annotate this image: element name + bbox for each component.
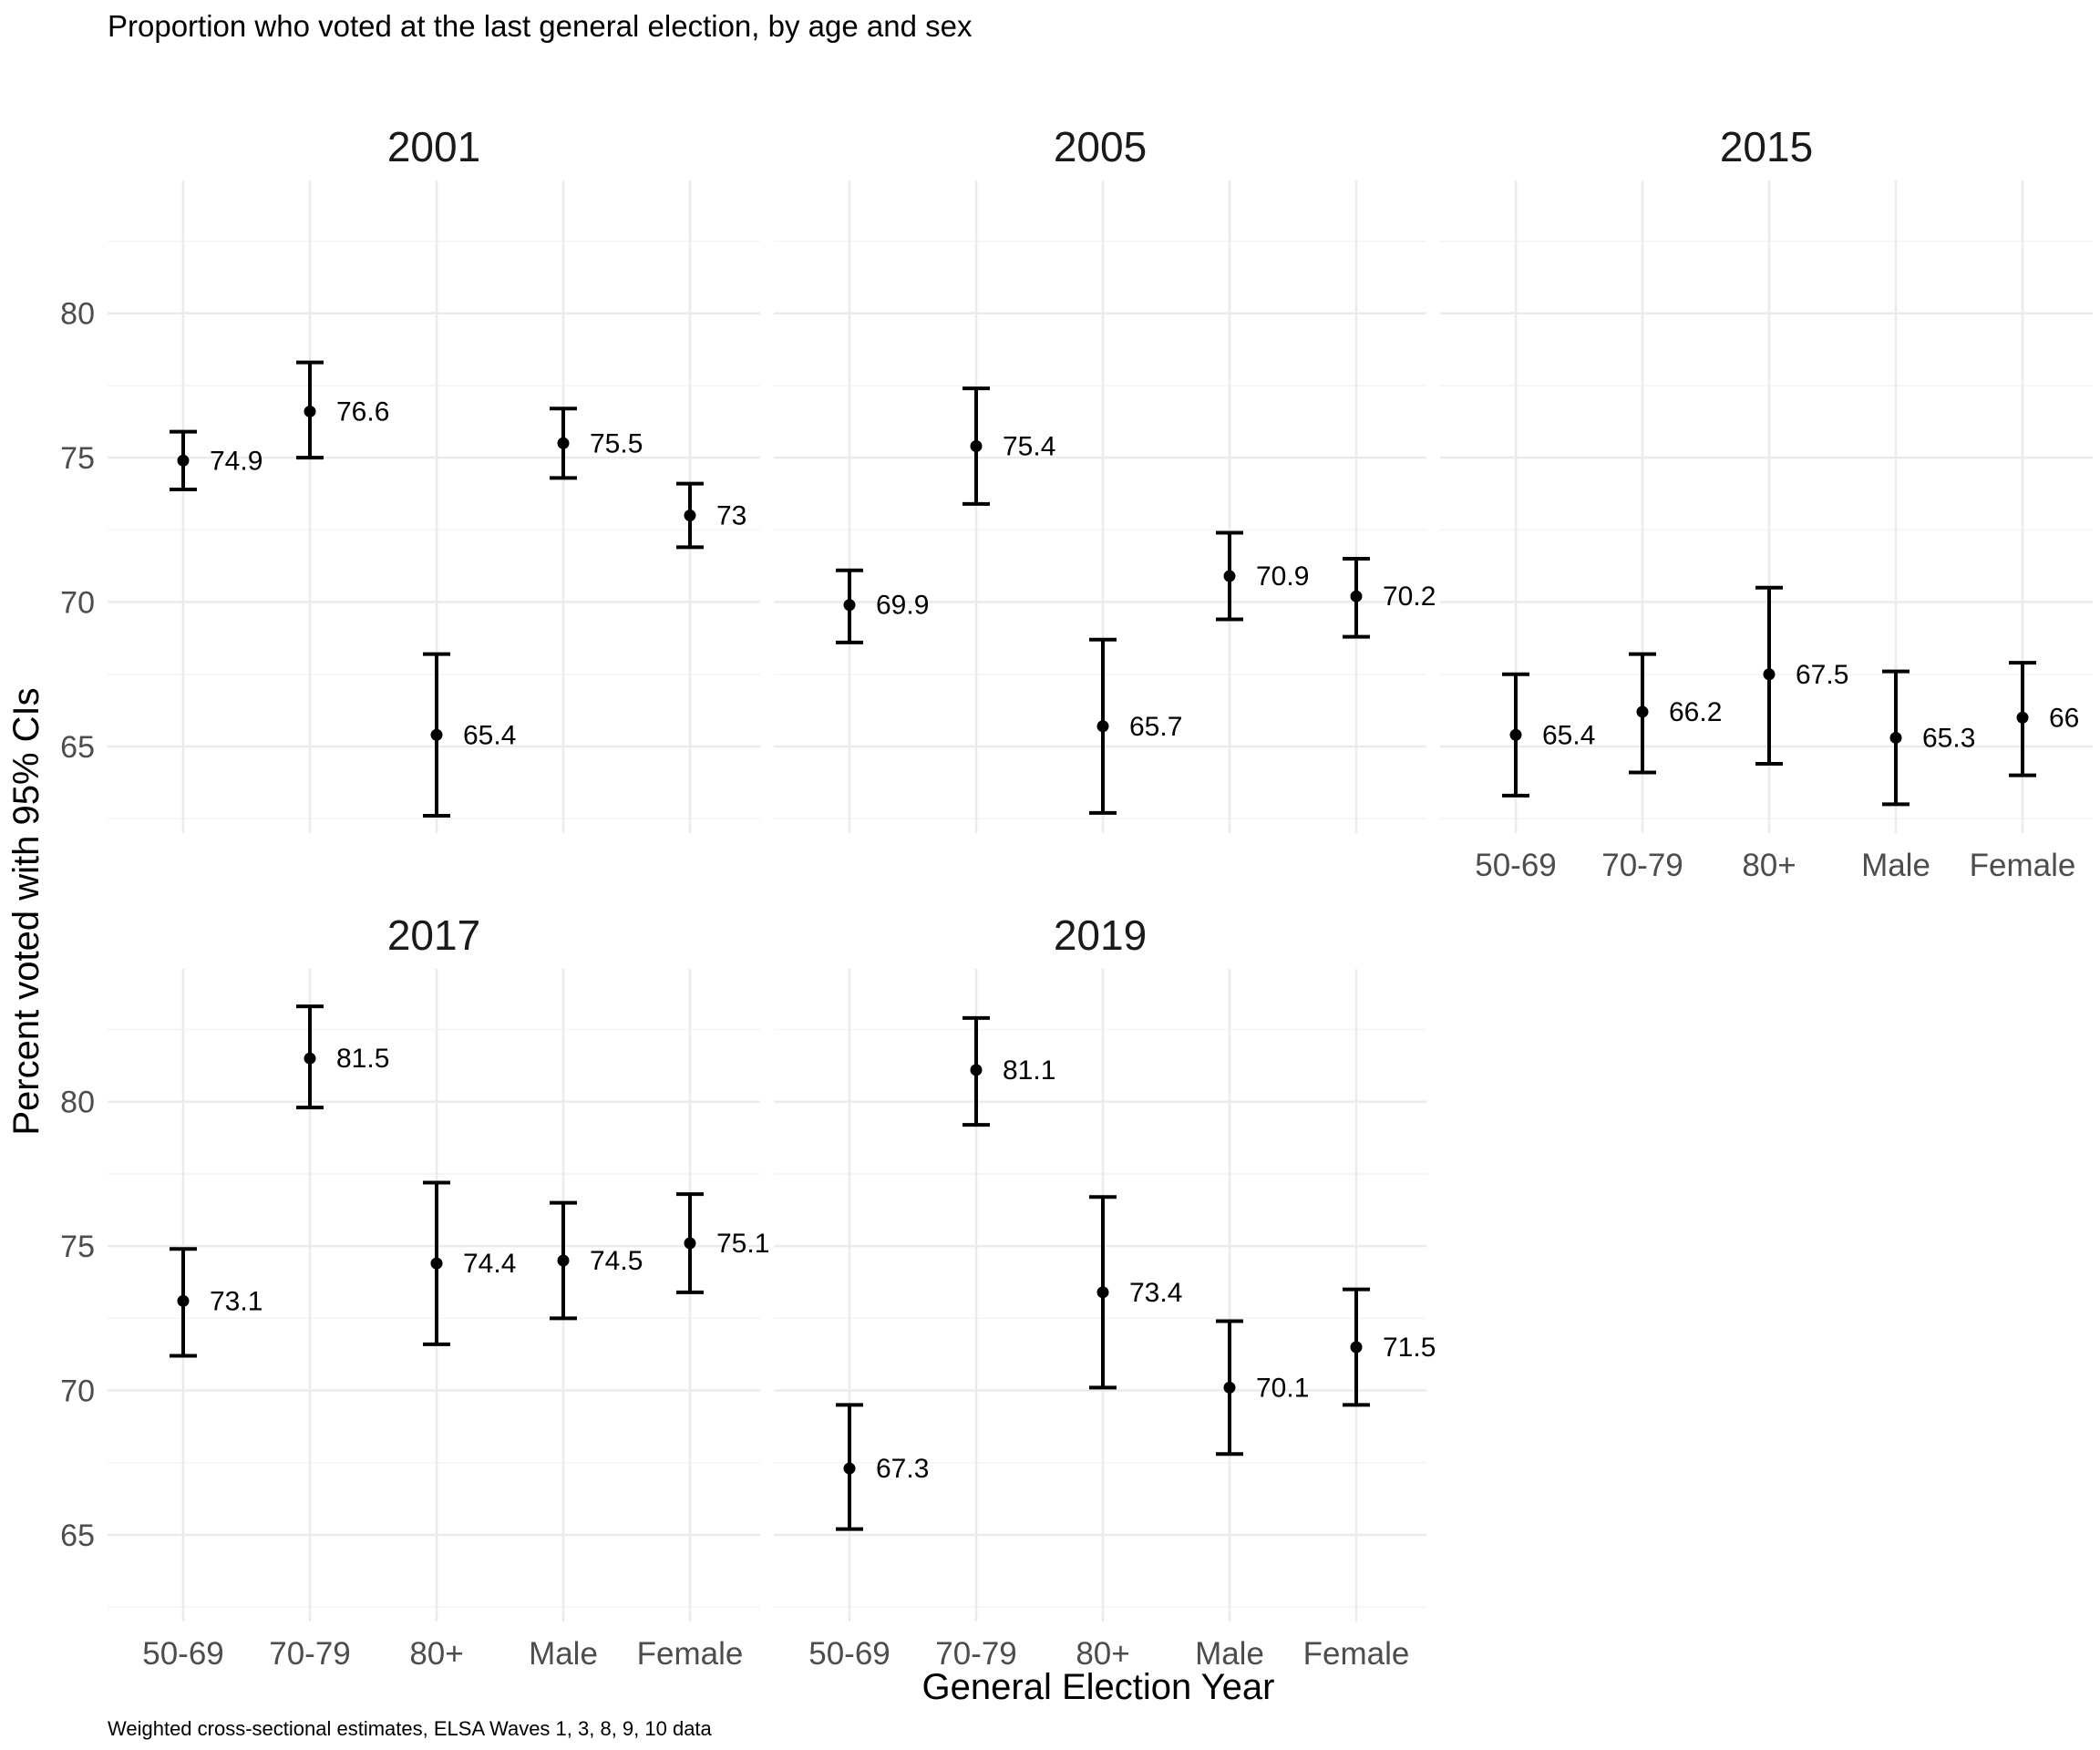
estimate-point xyxy=(684,510,696,522)
panel-2015: 2015 50-69 70-79 80+ Male Female 65.4 66.2 67.5 6… xyxy=(1440,123,2093,883)
estimate-point xyxy=(2016,711,2029,724)
x-tick-label: Male xyxy=(529,1636,598,1672)
data-label: 75.4 xyxy=(1003,431,1055,461)
estimate-point xyxy=(430,1257,443,1270)
x-tick-label: 80+ xyxy=(409,1636,463,1672)
data-label: 69.9 xyxy=(876,591,929,621)
x-tick-label: 50-69 xyxy=(1475,848,1557,883)
x-tick-label: 70-79 xyxy=(1601,848,1683,883)
data-label: 74.9 xyxy=(210,446,262,476)
panel-strip-label: 2015 xyxy=(1720,123,1813,170)
data-label: 73 xyxy=(716,501,746,531)
panel-2017: 2017 65 70 75 80 50-69 70-79 80+ Male Female 73.1 8… xyxy=(60,911,769,1672)
x-tick-label: 70-79 xyxy=(269,1636,351,1672)
x-tick-label: Male xyxy=(1195,1636,1264,1672)
y-tick-label: 70 xyxy=(60,586,95,621)
x-tick-label: Female xyxy=(1970,848,2076,883)
data-label: 71.5 xyxy=(1383,1333,1436,1363)
x-tick-label: 50-69 xyxy=(142,1636,224,1672)
estimate-point xyxy=(1636,705,1649,718)
data-label: 70.2 xyxy=(1383,582,1436,612)
data-label: 65.7 xyxy=(1129,712,1182,742)
chart-caption: Weighted cross-sectional estimates, ELSA… xyxy=(108,1717,713,1740)
data-label: 81.5 xyxy=(336,1044,389,1074)
y-axis-title: Percent voted with 95% CIs xyxy=(6,687,46,1135)
y-tick-label: 65 xyxy=(60,730,95,765)
x-tick-label: 70-79 xyxy=(935,1636,1017,1672)
y-tick-label: 75 xyxy=(60,441,95,476)
estimate-point xyxy=(304,1052,316,1065)
panel-2019: 2019 50-69 70-79 80+ Male Female 67.3 81.1 73.4 7… xyxy=(774,911,1436,1672)
estimate-point xyxy=(1096,1286,1109,1299)
data-label: 65.4 xyxy=(1542,720,1595,750)
data-label: 67.5 xyxy=(1796,660,1848,690)
estimate-point xyxy=(843,1462,856,1475)
data-label: 66.2 xyxy=(1669,697,1722,727)
estimate-point xyxy=(1223,1381,1236,1394)
panel-strip-label: 2001 xyxy=(387,123,480,170)
data-label: 75.5 xyxy=(590,428,643,458)
estimate-point xyxy=(430,728,443,741)
panels: 2001 65 70 75 80 74.9 76.6 65.4 75.5 73 2005 69.9 75… xyxy=(60,123,2093,1672)
data-label: 73.4 xyxy=(1129,1278,1182,1308)
estimate-point xyxy=(684,1237,696,1250)
data-label: 65.4 xyxy=(463,720,516,750)
x-tick-label: Female xyxy=(1303,1636,1410,1672)
estimate-point xyxy=(843,599,856,612)
estimate-point xyxy=(557,437,570,449)
estimate-point xyxy=(177,454,190,467)
panel-strip-label: 2017 xyxy=(387,911,480,959)
estimate-point xyxy=(177,1294,190,1307)
data-label: 66 xyxy=(2049,703,2079,733)
panel-strip-label: 2005 xyxy=(1054,123,1147,170)
y-tick-label: 70 xyxy=(60,1374,95,1409)
x-tick-label: 50-69 xyxy=(808,1636,890,1672)
x-tick-label: 80+ xyxy=(1742,848,1796,883)
estimate-point xyxy=(970,1064,983,1076)
data-label: 74.5 xyxy=(590,1246,643,1276)
data-label: 70.1 xyxy=(1256,1373,1309,1403)
estimate-point xyxy=(304,405,316,417)
panel-2001: 2001 65 70 75 80 74.9 76.6 65.4 75.5 73 xyxy=(60,123,760,833)
data-label: 73.1 xyxy=(210,1286,262,1316)
estimate-point xyxy=(1223,570,1236,582)
y-tick-label: 80 xyxy=(60,297,95,332)
data-label: 67.3 xyxy=(876,1454,929,1484)
estimate-point xyxy=(970,439,983,452)
data-label: 76.6 xyxy=(336,396,389,427)
y-tick-label: 65 xyxy=(60,1518,95,1553)
data-label: 65.3 xyxy=(1922,723,1975,753)
x-tick-label: 80+ xyxy=(1076,1636,1129,1672)
data-label: 81.1 xyxy=(1003,1055,1055,1086)
estimate-point xyxy=(1096,720,1109,733)
y-tick-label: 80 xyxy=(60,1086,95,1120)
estimate-point xyxy=(1889,731,1902,744)
x-tick-label: Female xyxy=(637,1636,744,1672)
y-tick-label: 75 xyxy=(60,1230,95,1264)
panel-2005: 2005 69.9 75.4 65.7 70.9 70.2 xyxy=(774,123,1436,833)
x-tick-label: Male xyxy=(1861,848,1930,883)
estimate-point xyxy=(1509,728,1522,741)
panel-strip-label: 2019 xyxy=(1054,911,1147,959)
estimate-point xyxy=(1350,590,1363,602)
data-label: 75.1 xyxy=(716,1229,769,1259)
data-label: 70.9 xyxy=(1256,561,1309,592)
data-label: 74.4 xyxy=(463,1249,516,1279)
x-axis-title: General Election Year xyxy=(922,1667,1275,1707)
estimate-point xyxy=(557,1254,570,1267)
estimate-point xyxy=(1763,668,1776,681)
estimate-point xyxy=(1350,1341,1363,1354)
chart-title: Proportion who voted at the last general… xyxy=(108,9,973,43)
